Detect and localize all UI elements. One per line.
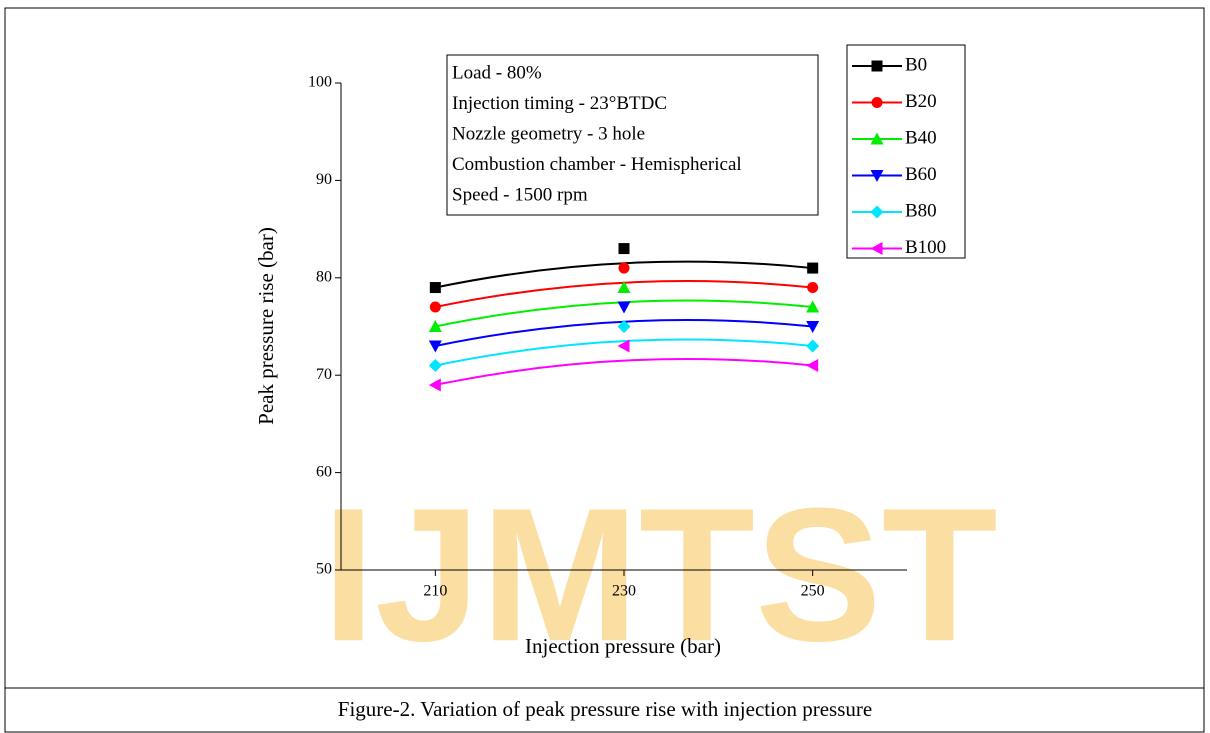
watermark: IJMTST <box>322 469 998 681</box>
y-tick-label: 100 <box>308 74 332 91</box>
annotation-box <box>446 54 819 216</box>
legend-marker <box>870 242 883 255</box>
y-tick-label: 60 <box>316 463 332 480</box>
x-tick-label: 210 <box>423 583 447 600</box>
legend-marker <box>870 205 884 219</box>
legend-marker <box>870 170 884 182</box>
annotation: Nozzle geometry - 3 hole <box>452 123 645 144</box>
marker <box>428 358 442 372</box>
y-tick-label: 70 <box>316 366 332 383</box>
marker <box>429 301 441 313</box>
legend-label: B100 <box>905 237 946 258</box>
annotation: Injection timing - 23°BTDC <box>452 93 667 114</box>
x-tick-label: 230 <box>612 583 636 600</box>
marker <box>428 340 442 353</box>
y-tick-label: 80 <box>316 268 332 285</box>
legend-marker <box>871 60 883 72</box>
marker <box>617 320 631 333</box>
y-tick-label: 50 <box>316 561 332 578</box>
marker <box>428 320 442 332</box>
legend-label: B0 <box>905 54 927 75</box>
marker <box>806 321 820 333</box>
marker <box>429 282 441 294</box>
legend-label: B40 <box>905 127 937 148</box>
marker <box>618 262 630 274</box>
marker <box>806 358 819 372</box>
fit-line <box>435 357 813 386</box>
annotation: Combustion chamber - Hemispherical <box>452 154 742 175</box>
marker <box>807 282 819 294</box>
x-tick-label: 250 <box>801 583 825 600</box>
caption: Figure-2. Variation of peak pressure ris… <box>338 697 872 721</box>
marker <box>617 281 631 294</box>
marker <box>618 243 630 255</box>
y-axis-label: Peak pressure rise (bar) <box>254 227 278 425</box>
y-tick-label: 90 <box>316 171 332 188</box>
legend-box <box>846 44 966 259</box>
legend-marker <box>870 132 884 145</box>
marker <box>617 301 631 314</box>
legend-label: B60 <box>905 164 937 185</box>
marker <box>617 339 630 353</box>
legend-marker <box>871 97 883 108</box>
frame <box>4 7 1205 733</box>
fit-line <box>435 338 813 367</box>
legend-label: B80 <box>905 200 937 221</box>
marker <box>806 339 820 353</box>
marker <box>428 378 441 392</box>
marker <box>806 300 820 313</box>
marker <box>807 262 819 274</box>
legend-label: B20 <box>905 91 937 112</box>
annotation: Load - 80% <box>452 62 542 83</box>
annotation: Speed - 1500 rpm <box>452 184 588 205</box>
x-axis-label: Injection pressure (bar) <box>525 634 721 658</box>
